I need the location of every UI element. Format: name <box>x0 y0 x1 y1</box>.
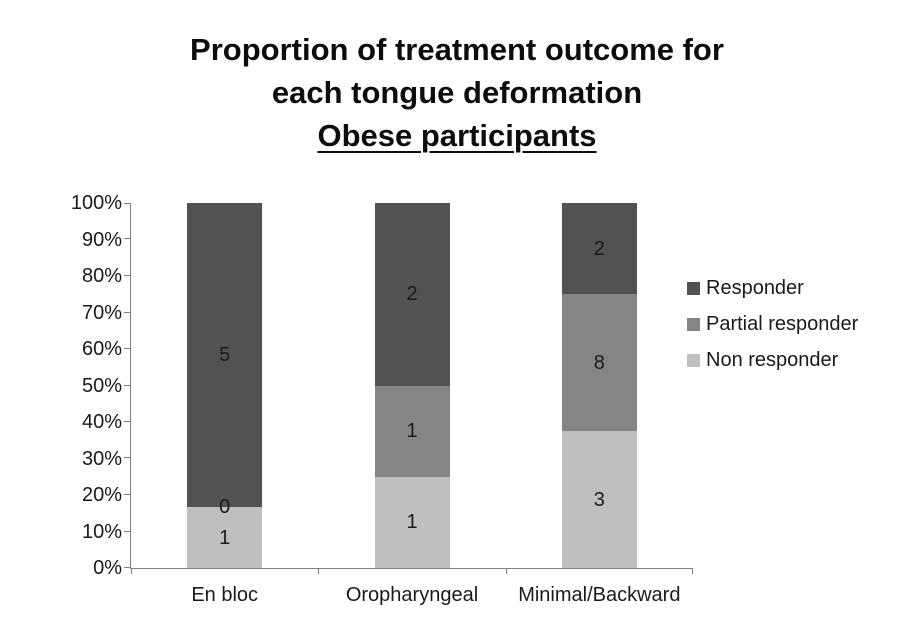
legend: Responder Partial responder Non responder <box>687 278 858 386</box>
category-label: En bloc <box>191 584 259 606</box>
y-axis-label: 0% <box>93 557 122 579</box>
bar-segment <box>374 385 450 477</box>
data-label: 0 <box>219 496 231 519</box>
y-axis-label: 10% <box>81 520 122 543</box>
stacked-bar: 1 0 5 <box>187 203 263 568</box>
y-axis-label: 100% <box>70 192 122 214</box>
y-axis-tick <box>124 385 130 386</box>
legend-label: Non responder <box>706 349 839 371</box>
y-axis-label: 40% <box>81 411 122 433</box>
stacked-bar: 3 8 2 <box>561 203 637 568</box>
y-axis-label: 30% <box>81 447 122 470</box>
bar-segment <box>561 431 637 568</box>
x-axis-tick <box>318 568 319 574</box>
y-axis-label: 50% <box>81 374 122 397</box>
y-axis-label: 90% <box>81 228 122 251</box>
chart-subtitle: Obese participants <box>317 118 597 153</box>
plot-area: 0% 10% 20% 30% 40% 50% 60% 70% 80% 90% 100% En bloc… <box>71 192 693 606</box>
legend-swatch-icon <box>687 317 700 331</box>
y-axis-tick <box>124 421 130 422</box>
y-axis-tick <box>124 457 130 458</box>
y-axis-tick <box>124 312 130 313</box>
stacked-bar: 1 1 2 <box>374 203 450 568</box>
y-axis-label: 70% <box>81 301 122 324</box>
bar-segment <box>561 203 637 295</box>
y-axis-label: 60% <box>81 338 122 360</box>
legend-item: Non responder <box>687 350 858 370</box>
y-axis-tick <box>124 275 130 276</box>
bar-segment <box>187 203 263 508</box>
data-label: 1 <box>406 420 418 443</box>
bar-segment <box>187 507 263 568</box>
legend-label: Responder <box>706 277 804 299</box>
y-axis-tick <box>124 494 130 495</box>
y-axis-label: 80% <box>81 265 122 287</box>
legend-item: Partial responder <box>687 314 858 334</box>
legend-label: Partial responder <box>706 313 859 335</box>
data-label: 1 <box>406 511 418 534</box>
legend-swatch-icon <box>687 353 700 367</box>
bar-segment <box>374 476 450 568</box>
x-axis-tick <box>131 568 132 574</box>
data-label: 2 <box>406 283 418 306</box>
data-label: 8 <box>593 351 605 374</box>
x-axis-tick <box>506 568 507 574</box>
data-label: 1 <box>219 526 231 549</box>
bar-segment <box>561 294 637 432</box>
y-axis-label: 20% <box>81 484 122 506</box>
y-axis-tick <box>124 531 130 532</box>
category-label: Minimal/Backward <box>518 584 681 606</box>
legend-item: Responder <box>687 278 858 298</box>
chart-title-line1: Proportion of treatment outcome for <box>190 32 724 67</box>
y-axis-tick <box>124 238 130 239</box>
chart-title: Proportion of treatment outcome for each… <box>0 28 914 157</box>
category-label: Oropharyngeal <box>345 584 479 606</box>
y-axis-tick <box>124 348 130 349</box>
data-label: 2 <box>593 237 605 260</box>
bar-segment <box>374 203 450 386</box>
chart-title-line2: each tongue deformation <box>271 75 643 110</box>
data-label: 5 <box>219 344 231 367</box>
y-axis-tick <box>124 567 130 568</box>
legend-swatch-icon <box>687 281 700 295</box>
x-axis-tick <box>692 568 693 574</box>
data-label: 3 <box>593 488 605 511</box>
y-axis-tick <box>124 203 130 204</box>
